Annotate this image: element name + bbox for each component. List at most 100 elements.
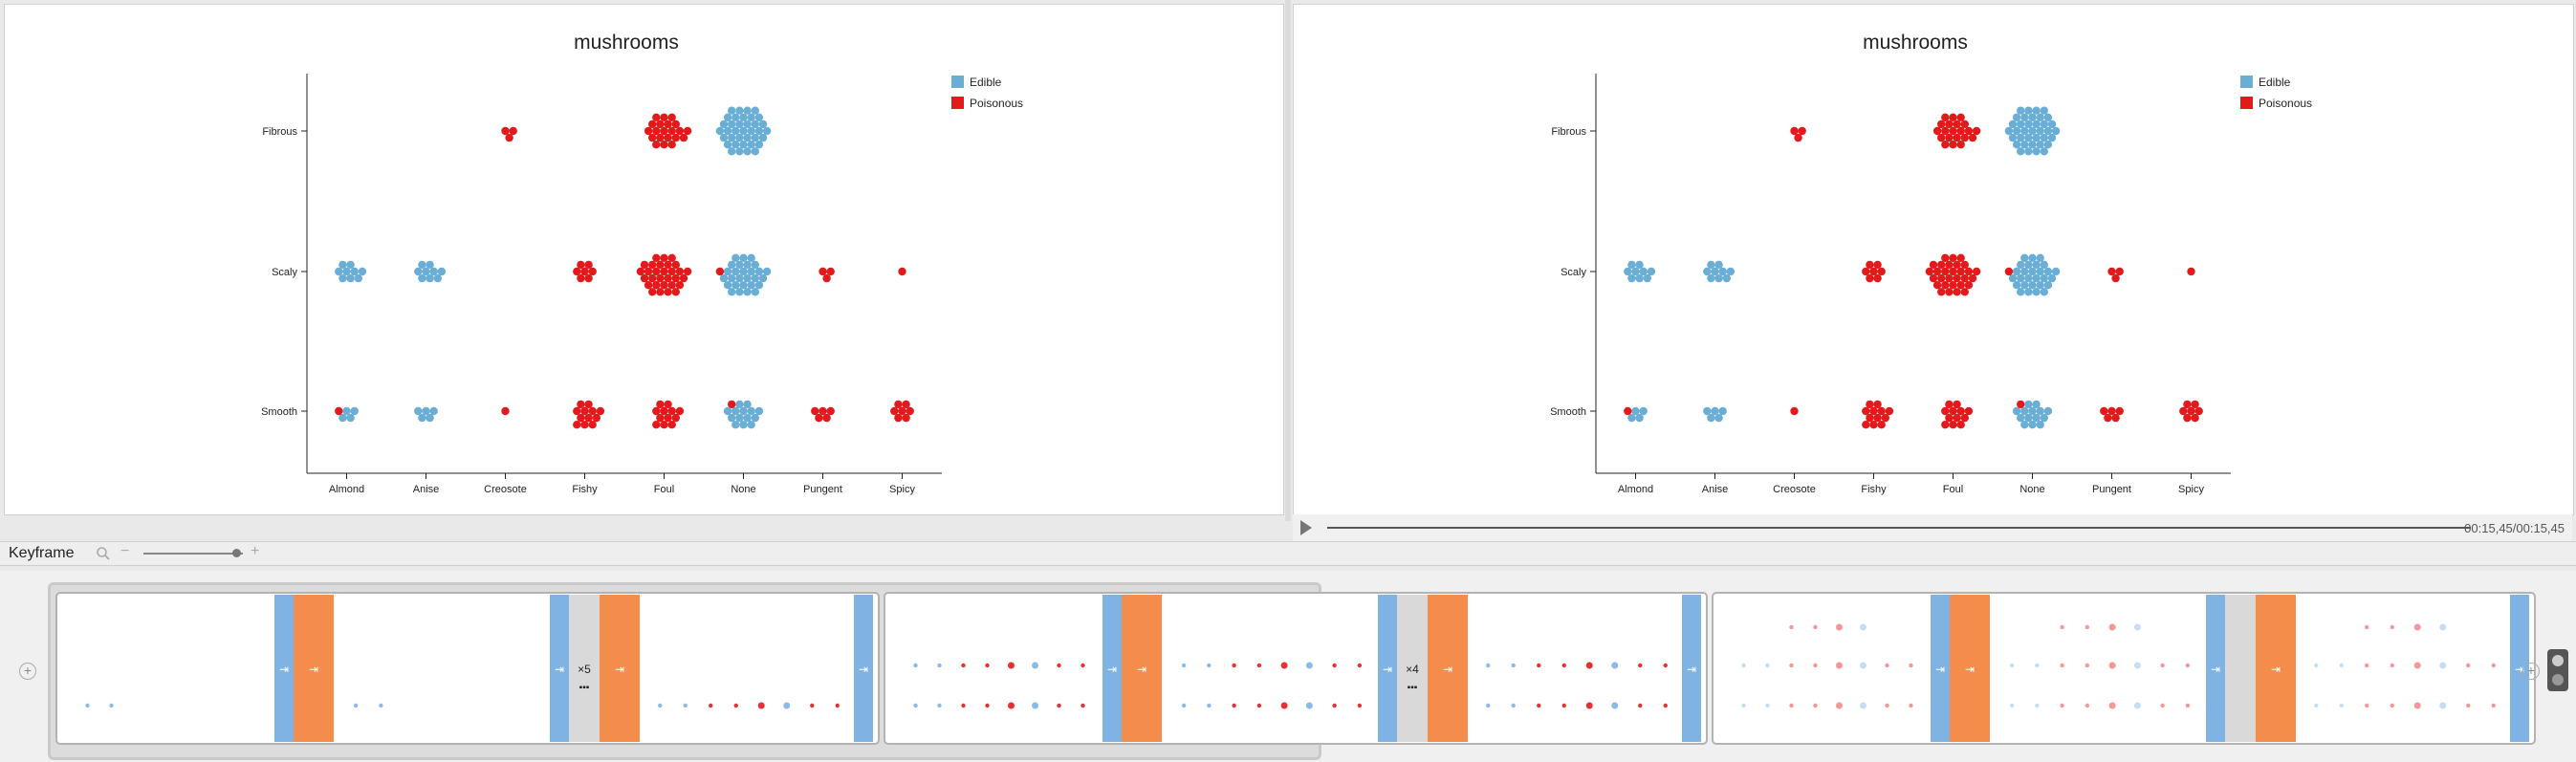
data-point — [580, 406, 589, 416]
data-point — [2024, 273, 2033, 283]
thumbnail-point — [2160, 703, 2165, 708]
data-point — [2032, 400, 2041, 409]
data-point — [1627, 260, 1636, 270]
data-point — [758, 273, 768, 283]
data-point — [739, 267, 748, 276]
data-point — [656, 273, 665, 283]
zoom-out-button[interactable]: − — [120, 543, 130, 559]
data-point — [588, 421, 597, 429]
thumbnail-point — [937, 663, 942, 668]
group-toggle-right[interactable] — [2547, 649, 2568, 691]
search-icon — [97, 547, 110, 560]
data-point — [2020, 253, 2029, 262]
playback-bar: 00:15,45/00:15,45 — [1293, 514, 2572, 541]
data-point — [2028, 253, 2037, 262]
data-point — [2036, 253, 2044, 262]
data-point — [1866, 273, 1874, 283]
data-point — [2036, 406, 2044, 416]
data-point — [2024, 133, 2033, 142]
data-point — [577, 260, 585, 270]
data-point — [2012, 281, 2021, 290]
data-point — [1862, 267, 1870, 276]
data-point — [743, 133, 752, 142]
x-tick-label: Almond — [1618, 484, 1653, 495]
data-point — [751, 106, 759, 115]
thumbnail-point — [1032, 702, 1038, 709]
zoom-slider-thumb[interactable] — [231, 549, 241, 557]
thumbnail-point — [1081, 703, 1085, 708]
thumbnail-point — [2365, 663, 2369, 668]
x-tick-label: None — [731, 484, 755, 495]
data-point — [652, 421, 661, 429]
thumbnail-point — [2314, 663, 2319, 668]
play-icon[interactable] — [1300, 520, 1312, 535]
data-point — [2111, 413, 2120, 423]
data-point — [743, 288, 752, 296]
data-point — [667, 253, 676, 262]
data-point — [671, 260, 680, 270]
panel-divider[interactable] — [1285, 0, 1291, 521]
data-point — [664, 413, 672, 423]
thumbnail-point — [1638, 663, 1643, 668]
thumbnail-point — [1909, 663, 1913, 668]
add-keyframe-left-button[interactable]: + — [19, 663, 36, 680]
keyframe-card — [1712, 592, 2536, 745]
data-point — [2020, 113, 2029, 121]
data-point — [743, 120, 752, 129]
zoom-in-button[interactable]: + — [251, 543, 260, 559]
thumbnail-point — [1081, 663, 1085, 668]
legend-label: Poisonous — [2259, 97, 2312, 110]
data-point — [671, 133, 680, 142]
data-point — [747, 253, 755, 262]
data-point — [735, 120, 744, 129]
thumbnail-point — [1611, 702, 1619, 709]
data-point — [667, 126, 676, 136]
legend-label: Poisonous — [970, 97, 1023, 110]
data-point — [1949, 421, 1957, 429]
data-point — [1631, 406, 1640, 416]
transition-block — [2256, 595, 2296, 742]
thumbnail-point — [1207, 663, 1212, 668]
data-point — [2028, 113, 2037, 121]
thumbnail-point — [353, 703, 359, 708]
zoom-slider[interactable] — [143, 549, 243, 557]
data-point — [664, 273, 672, 283]
data-point — [338, 413, 347, 423]
data-point — [1960, 413, 1969, 423]
data-point — [588, 406, 597, 416]
add-keyframe-right-button[interactable]: + — [2522, 663, 2540, 680]
data-point — [338, 260, 347, 270]
data-point — [902, 413, 910, 423]
data-point — [584, 273, 593, 283]
transition-block — [274, 595, 294, 742]
data-point — [426, 413, 434, 423]
data-point — [743, 106, 752, 115]
thumbnail-point — [757, 702, 765, 709]
thumbnail-point — [109, 703, 114, 708]
thumbnail-point — [1561, 663, 1566, 668]
data-point — [1945, 400, 1954, 409]
thumbnail-point — [783, 702, 791, 709]
data-point — [648, 120, 657, 129]
data-point — [422, 267, 430, 276]
data-point — [2043, 141, 2053, 149]
data-point — [2017, 413, 2025, 423]
data-point — [667, 421, 676, 429]
data-point — [815, 413, 823, 423]
progress-bar[interactable] — [1327, 527, 2471, 529]
data-point — [1639, 267, 1648, 276]
data-point — [648, 133, 657, 142]
data-point — [675, 267, 685, 276]
transition-arrow-icon: ⇥ — [1443, 663, 1452, 676]
data-point — [2051, 267, 2061, 276]
thumbnail-point — [1909, 703, 1913, 708]
data-point — [735, 413, 744, 423]
data-point — [2017, 260, 2025, 270]
thumbnail-point — [1765, 703, 1770, 708]
data-point — [1956, 126, 1965, 136]
keyframe-strip[interactable]: ⇥ ⇥ ⇥ ⇥ ×5 ▪▪▪ ⇥ ⇥ ⇥ ⇥ ⇥ ×4 ▪▪▪ ⇥ ⇥ ⇥ ⇥ ⇥ ⇥ — [51, 585, 2537, 757]
legend-swatch — [2240, 76, 2253, 88]
data-point — [719, 120, 729, 129]
data-point — [2020, 421, 2029, 429]
thumbnail-point — [985, 703, 990, 708]
